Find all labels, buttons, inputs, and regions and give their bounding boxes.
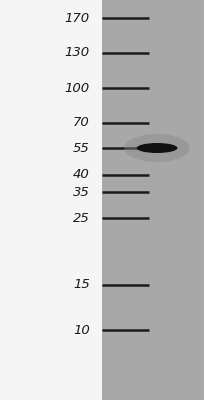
Text: 170: 170 xyxy=(65,12,90,24)
FancyBboxPatch shape xyxy=(0,0,102,400)
Text: 130: 130 xyxy=(65,46,90,60)
Text: 10: 10 xyxy=(73,324,90,336)
FancyBboxPatch shape xyxy=(102,0,204,400)
Text: 15: 15 xyxy=(73,278,90,292)
Text: 40: 40 xyxy=(73,168,90,182)
Text: 100: 100 xyxy=(65,82,90,94)
Text: 55: 55 xyxy=(73,142,90,154)
Text: 70: 70 xyxy=(73,116,90,130)
Ellipse shape xyxy=(137,143,177,153)
Text: 25: 25 xyxy=(73,212,90,224)
Ellipse shape xyxy=(124,134,190,162)
Text: 35: 35 xyxy=(73,186,90,198)
